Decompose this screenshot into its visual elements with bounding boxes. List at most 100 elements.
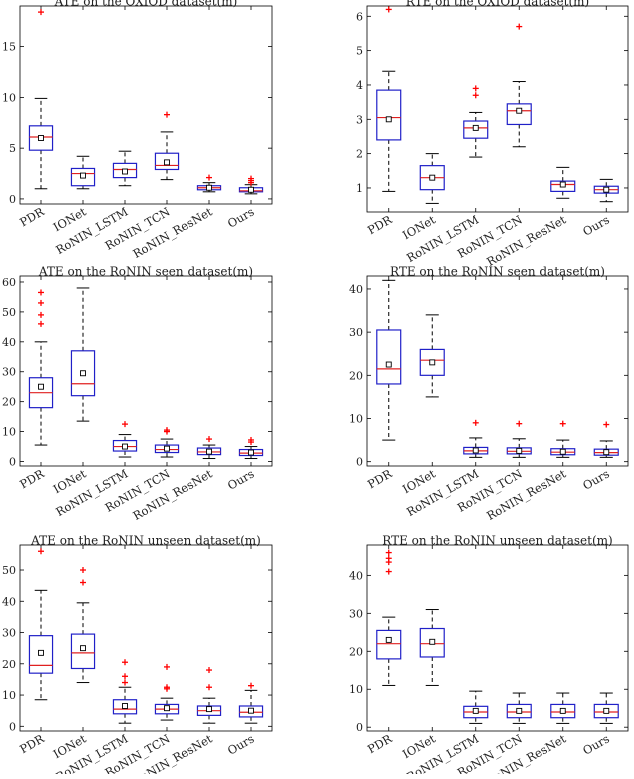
outlier-marker <box>38 299 44 306</box>
chart-panel-6: RTE on the RoNIN unseen dataset(m) 0 10 20 3… <box>349 534 629 779</box>
y-tick-label: 10 <box>2 426 16 439</box>
mean-marker <box>385 361 392 368</box>
x-category-label: Ours <box>580 466 612 492</box>
y-tick-label: 0 <box>356 456 363 469</box>
mean-marker <box>385 636 392 643</box>
mean-marker <box>248 449 254 456</box>
outlier-marker <box>472 92 479 99</box>
y-tick-label: 1 <box>356 182 363 195</box>
box-RoNIN_ResNet <box>550 420 576 458</box>
box-Ours <box>238 682 264 724</box>
box-RoNIN_TCN <box>154 111 180 181</box>
chart-title: ATE on the OXIOD dataset(m) <box>54 0 238 9</box>
outlier-marker <box>385 555 392 562</box>
chart-panel-4: RTE on the RoNIN seen dataset(m) 0 10 20 30 4… <box>349 265 629 523</box>
mean-marker <box>38 649 44 656</box>
iqr-box <box>463 120 489 139</box>
box-PDR <box>28 289 54 446</box>
y-tick-label: 50 <box>2 564 16 577</box>
box-RoNIN_LSTM <box>463 85 489 158</box>
x-category-label: Ours <box>225 466 257 492</box>
iqr-box <box>154 152 180 171</box>
box-IONet <box>70 567 96 684</box>
outlier-marker <box>603 421 610 428</box>
iqr-box <box>419 348 445 376</box>
mean-marker <box>164 705 170 712</box>
outlier-marker <box>206 684 212 691</box>
outlier-marker <box>164 111 170 118</box>
x-category-label: RoNIN_ResNet <box>484 212 568 269</box>
iqr-box <box>238 705 264 718</box>
mean-marker <box>206 706 212 713</box>
y-tick-label: 20 <box>349 645 363 658</box>
outlier-marker <box>38 9 44 16</box>
box-RoNIN_LSTM <box>112 421 138 458</box>
x-category-label: PDR <box>365 466 394 491</box>
chart-title: ATE on the RoNIN seen dataset(m) <box>38 265 253 279</box>
outlier-marker <box>38 289 44 296</box>
outlier-marker <box>122 673 128 680</box>
y-tick-label: 60 <box>2 276 16 289</box>
x-category-label: Ours <box>225 731 257 757</box>
mean-marker <box>472 707 479 714</box>
box-RoNIN_TCN <box>154 663 180 721</box>
axes-frame <box>366 275 629 467</box>
box-RoNIN_LSTM <box>463 690 489 724</box>
box-Ours <box>593 692 619 724</box>
y-tick-label: 0 <box>356 721 363 734</box>
outlier-marker <box>164 427 170 434</box>
chart-title: RTE on the RoNIN seen dataset(m) <box>390 265 605 279</box>
box-Ours <box>593 421 619 458</box>
box-PDR <box>28 9 54 190</box>
iqr-box <box>376 89 402 141</box>
y-tick-label: 40 <box>349 283 363 296</box>
box-RoNIN_TCN <box>506 420 532 458</box>
y-tick-label: 5 <box>356 45 363 58</box>
mean-marker <box>559 181 566 188</box>
y-tick-label: 20 <box>349 369 363 382</box>
chart-title: RTE on the RoNIN unseen dataset(m) <box>382 534 612 548</box>
chart-title: ATE on the RoNIN unseen dataset(m) <box>30 534 261 548</box>
outlier-marker <box>472 85 479 92</box>
outlier-marker <box>206 174 212 181</box>
box-IONet <box>419 153 445 204</box>
mean-marker <box>80 172 86 179</box>
box-IONet <box>70 287 96 422</box>
box-PDR <box>376 549 402 686</box>
y-tick-label: 10 <box>349 413 363 426</box>
iqr-box <box>112 162 138 179</box>
x-category-label: Ours <box>225 204 257 230</box>
iqr-box <box>70 350 96 397</box>
iqr-box <box>376 329 402 385</box>
x-category-label: PDR <box>17 731 46 756</box>
box-RoNIN_TCN <box>154 427 180 458</box>
mean-marker <box>516 447 523 454</box>
axes-frame <box>19 544 273 732</box>
y-tick-label: 30 <box>2 366 16 379</box>
outlier-marker <box>516 420 523 427</box>
y-tick-label: 30 <box>2 627 16 640</box>
iqr-box <box>376 629 402 660</box>
box-Ours <box>593 178 619 203</box>
mean-marker <box>206 184 212 191</box>
x-category-label: Ours <box>580 212 612 238</box>
mean-marker <box>80 370 86 377</box>
y-tick-label: 0 <box>9 193 16 206</box>
outlier-marker <box>248 175 254 182</box>
box-Ours <box>238 436 264 460</box>
box-RoNIN_ResNet <box>196 667 222 724</box>
iqr-box <box>70 633 96 670</box>
y-tick-label: 30 <box>349 326 363 339</box>
box-RoNIN_TCN <box>506 692 532 724</box>
mean-marker <box>603 449 610 456</box>
mean-marker <box>472 124 479 131</box>
y-tick-label: 40 <box>349 569 363 582</box>
iqr-box <box>593 703 619 719</box>
mean-marker <box>164 159 170 166</box>
mean-marker <box>559 448 566 455</box>
x-category-label: PDR <box>17 466 46 491</box>
outlier-marker <box>385 549 392 556</box>
mean-marker <box>38 383 44 390</box>
y-tick-label: 10 <box>2 689 16 702</box>
